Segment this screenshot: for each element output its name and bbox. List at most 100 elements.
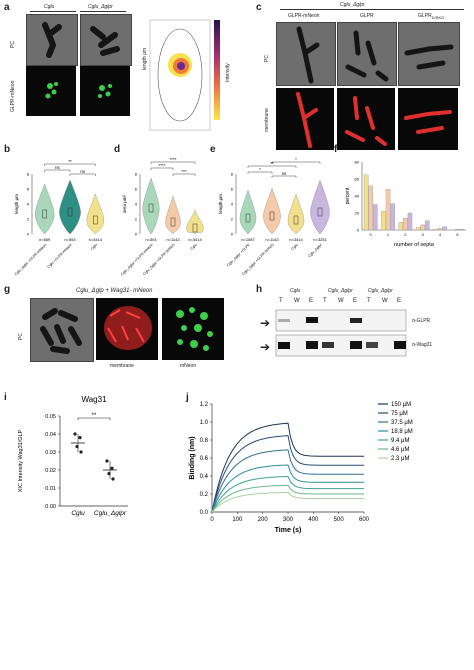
bar bbox=[415, 227, 421, 231]
cell-shapes bbox=[296, 26, 320, 84]
significance-label: ** bbox=[68, 159, 72, 164]
strain-label-c: Cglu_Δglpr bbox=[340, 2, 365, 8]
phase-contrast-image bbox=[26, 14, 78, 66]
box bbox=[192, 223, 198, 233]
data-point bbox=[105, 459, 109, 463]
blot-label-glpr: α-GLPR bbox=[412, 318, 431, 324]
significance-bracket bbox=[271, 161, 321, 164]
y-tick-label: 0 bbox=[27, 232, 30, 237]
significance-label: ns bbox=[282, 171, 288, 176]
data-point bbox=[78, 436, 82, 440]
y-axis-label: Binding (nm) bbox=[189, 436, 196, 479]
significance-bracket bbox=[271, 175, 297, 178]
legend-label: 150 μM bbox=[391, 402, 411, 408]
category-label: Cglu_Δglpr bbox=[307, 242, 323, 258]
n-label: n=3414 bbox=[289, 237, 303, 242]
lane-label: T bbox=[323, 298, 327, 304]
x-axis-label: number of septa bbox=[394, 242, 435, 248]
significance-label: **** bbox=[158, 163, 165, 168]
significance-bracket bbox=[69, 173, 96, 176]
panel-label-c: c bbox=[256, 2, 262, 13]
violin bbox=[263, 187, 281, 235]
row-label-pc: PC bbox=[10, 41, 16, 48]
bar bbox=[385, 189, 391, 231]
box bbox=[67, 207, 73, 217]
panel-label-f: f bbox=[334, 144, 338, 155]
bar bbox=[420, 224, 425, 231]
cell-cluster bbox=[40, 308, 82, 354]
bar bbox=[437, 228, 443, 231]
violin bbox=[287, 193, 305, 235]
cell-shapes bbox=[345, 30, 389, 82]
green-signal bbox=[98, 84, 112, 98]
panel-label-b: b bbox=[4, 144, 11, 155]
bar bbox=[459, 229, 465, 231]
phase-contrast-image bbox=[276, 22, 336, 86]
strain-underline bbox=[30, 11, 76, 12]
box bbox=[93, 215, 98, 225]
y-axis-label: length μm bbox=[218, 194, 223, 214]
green-foci bbox=[176, 307, 213, 351]
y-tick-label: 2 bbox=[135, 217, 138, 222]
n-label: n=3251 bbox=[313, 237, 327, 242]
violin bbox=[239, 189, 257, 235]
bar bbox=[455, 229, 460, 231]
significance-bracket bbox=[44, 163, 96, 166]
panel-label-j: j bbox=[186, 392, 189, 403]
col-label-membrane: membrane bbox=[110, 363, 134, 369]
y-tick-label: 0.01 bbox=[45, 486, 56, 492]
violin bbox=[186, 209, 204, 235]
chart-title: Wag31 bbox=[81, 395, 107, 404]
lane-label: T bbox=[367, 298, 371, 304]
red-signal bbox=[404, 110, 452, 134]
category-label: Cglu_Δglpr +GLPR bbox=[226, 243, 251, 268]
scatter-plot-i: Wag31 0.05 0.04 0.03 0.02 0.01 0.00 XIC Intensi… bbox=[18, 395, 128, 517]
violin bbox=[86, 193, 104, 235]
red-signal bbox=[296, 92, 318, 148]
x-tick-label: 1 bbox=[387, 232, 390, 237]
panel-label-a: a bbox=[4, 2, 10, 13]
y-axis-label: percent bbox=[345, 187, 351, 204]
binding-curve bbox=[211, 484, 364, 513]
box bbox=[245, 213, 251, 223]
significance-label: **** bbox=[169, 157, 176, 162]
box bbox=[269, 211, 275, 221]
row-label-membrane: membrane bbox=[264, 108, 270, 132]
significance-bracket bbox=[247, 165, 297, 168]
lane-label: E bbox=[353, 298, 358, 304]
strain-h3: Cglu_Δglpr bbox=[368, 288, 393, 294]
binding-curve bbox=[211, 492, 364, 513]
y-tick-label: 8 bbox=[135, 172, 138, 177]
phase-contrast-image bbox=[398, 22, 460, 86]
box bbox=[148, 203, 154, 213]
bar bbox=[442, 226, 447, 231]
panel-label-e: e bbox=[210, 144, 216, 155]
y-tick-label: 8 bbox=[27, 172, 30, 177]
significance-bracket bbox=[150, 161, 196, 164]
x-tick-label: 2 bbox=[404, 232, 407, 237]
y-tick-label: 20 bbox=[355, 211, 360, 216]
x-tick-label: 300 bbox=[283, 517, 294, 523]
bar bbox=[373, 204, 378, 231]
box bbox=[317, 207, 323, 217]
row-label-glpr-mneon: GLPR-mNeon bbox=[10, 80, 16, 112]
col-label-c2: GLPR bbox=[360, 13, 374, 19]
y-tick-label: 0.2 bbox=[200, 492, 209, 498]
significance-label: ns bbox=[55, 165, 61, 170]
legend-label: 75 μM bbox=[391, 411, 408, 417]
significance-bracket bbox=[150, 167, 174, 170]
x-tick-label: 0 bbox=[370, 232, 373, 237]
y-tick-label: 8 bbox=[231, 172, 234, 177]
fluorescence-image bbox=[80, 66, 130, 116]
y-tick-label: 4 bbox=[135, 202, 138, 207]
panel-label-g: g bbox=[4, 284, 11, 295]
lane-label: W bbox=[338, 298, 344, 304]
x-tick-label: 600 bbox=[359, 517, 370, 523]
panel-label-i: i bbox=[4, 392, 7, 403]
n-label: n=669 bbox=[39, 237, 51, 242]
x-tick-label: 5 bbox=[456, 232, 459, 237]
legend-label: 37.5 μM bbox=[391, 420, 413, 426]
data-point bbox=[73, 432, 77, 436]
